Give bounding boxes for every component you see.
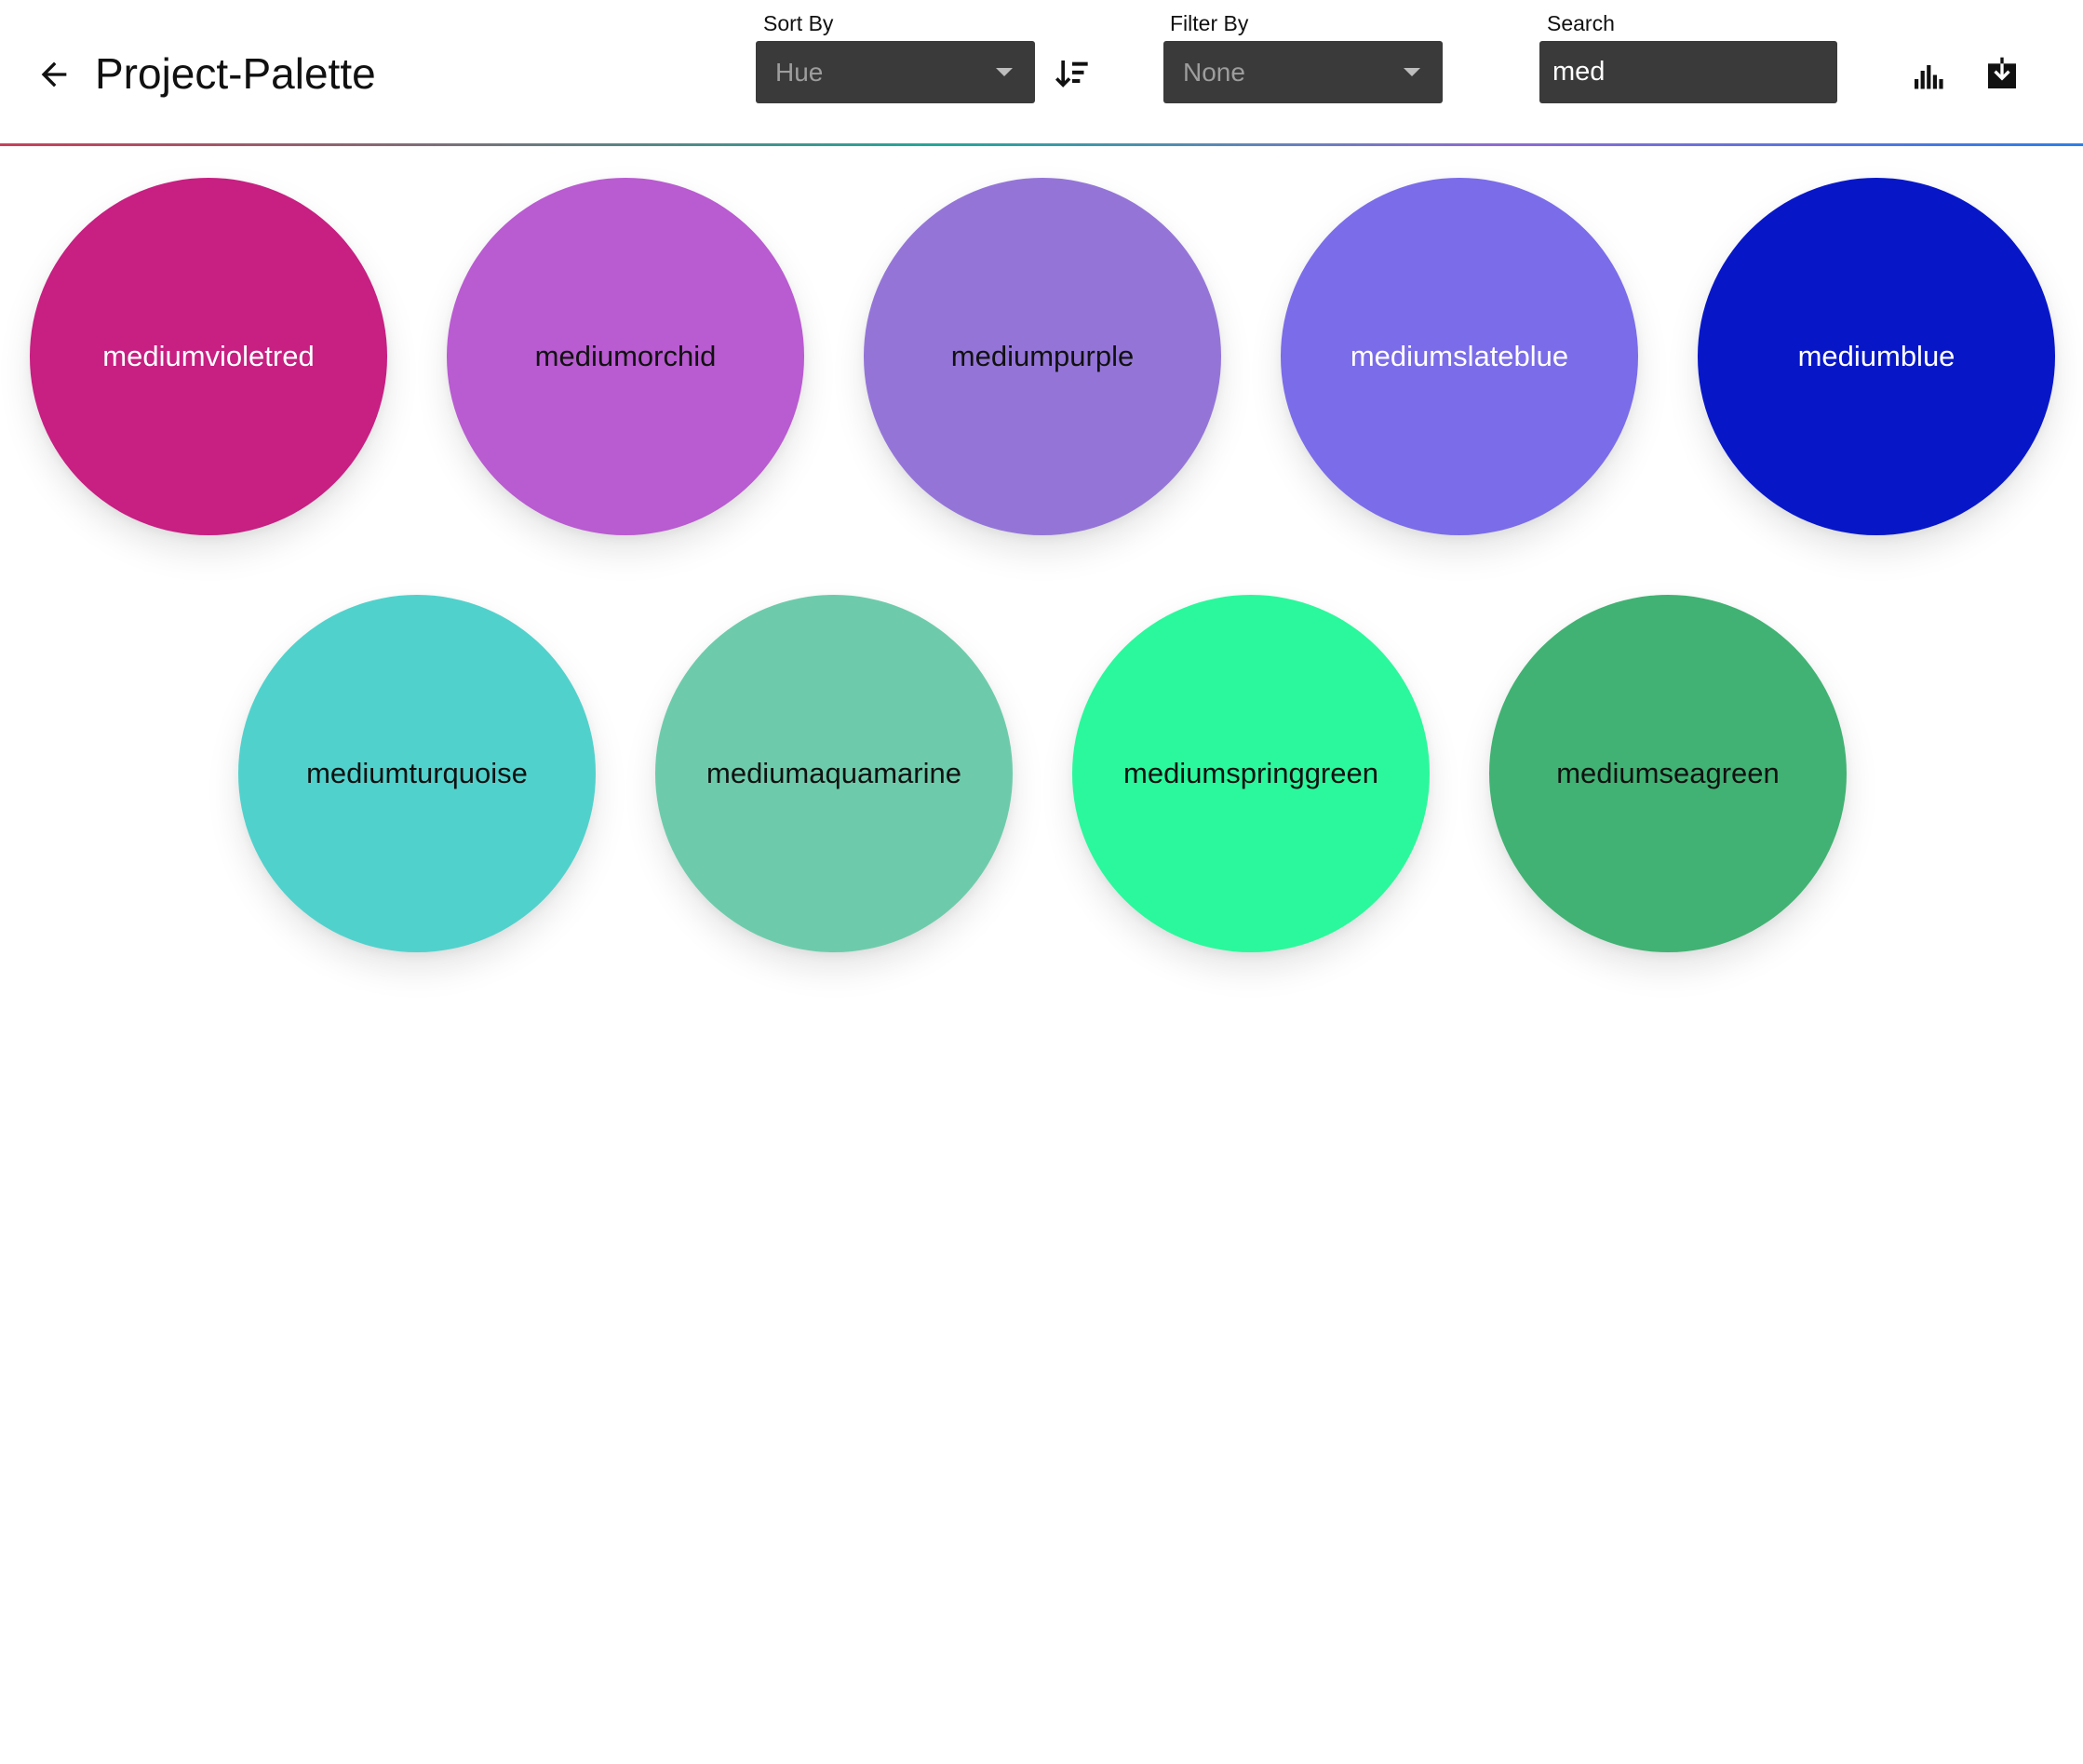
color-swatch-mediumturquoise[interactable]: mediumturquoise xyxy=(238,595,596,952)
swatch-label: mediumseagreen xyxy=(1556,757,1780,789)
swatch-label: mediumslateblue xyxy=(1350,340,1569,372)
download-icon xyxy=(1988,57,2016,88)
color-swatch-mediumaquamarine[interactable]: mediumaquamarine xyxy=(655,595,1013,952)
sort-by-label: Sort By xyxy=(763,11,834,35)
sort-by-select[interactable]: Hue xyxy=(756,41,1035,103)
header-gradient-divider xyxy=(0,143,2083,146)
color-swatch-mediumspringgreen[interactable]: mediumspringgreen xyxy=(1072,595,1430,952)
swatch-label: mediumpurple xyxy=(950,340,1135,372)
chevron-down-icon xyxy=(996,68,1013,76)
sort-descending-icon xyxy=(1055,61,1088,88)
stats-button[interactable] xyxy=(1906,54,1951,99)
color-swatch-mediumblue[interactable]: mediumblue xyxy=(1698,178,2055,535)
color-swatch-mediumpurple[interactable]: mediumpurple xyxy=(864,178,1221,535)
app-header: Project-Palette Sort By Hue Filter By No… xyxy=(0,0,2083,147)
search-field xyxy=(1539,41,1837,103)
search-input[interactable] xyxy=(1539,41,1837,103)
swatch-label: mediumturquoise xyxy=(306,757,528,789)
swatch-label: mediumspringgreen xyxy=(1123,757,1378,789)
download-button[interactable] xyxy=(1980,52,2024,97)
arrow-left-icon xyxy=(41,61,67,88)
filter-by-select[interactable]: None xyxy=(1163,41,1443,103)
color-swatch-mediumvioletred[interactable]: mediumvioletred xyxy=(30,178,387,535)
sort-by-value: Hue xyxy=(775,57,824,87)
swatch-label: mediumorchid xyxy=(534,340,717,372)
back-button[interactable] xyxy=(32,52,76,97)
swatch-label: mediumblue xyxy=(1797,340,1955,372)
app-title: Project-Palette xyxy=(95,49,376,98)
search-label: Search xyxy=(1547,11,1615,35)
filter-by-value: None xyxy=(1183,57,1245,87)
sort-order-button[interactable] xyxy=(1050,52,1095,97)
color-swatch-mediumseagreen[interactable]: mediumseagreen xyxy=(1489,595,1847,952)
filter-by-label: Filter By xyxy=(1170,11,1249,35)
swatch-label: mediumvioletred xyxy=(102,340,315,372)
color-swatch-mediumorchid[interactable]: mediumorchid xyxy=(447,178,804,535)
bar-chart-icon xyxy=(1915,65,1943,89)
color-swatch-mediumslateblue[interactable]: mediumslateblue xyxy=(1281,178,1638,535)
chevron-down-icon xyxy=(1404,68,1420,76)
swatch-label: mediumaquamarine xyxy=(706,757,961,789)
